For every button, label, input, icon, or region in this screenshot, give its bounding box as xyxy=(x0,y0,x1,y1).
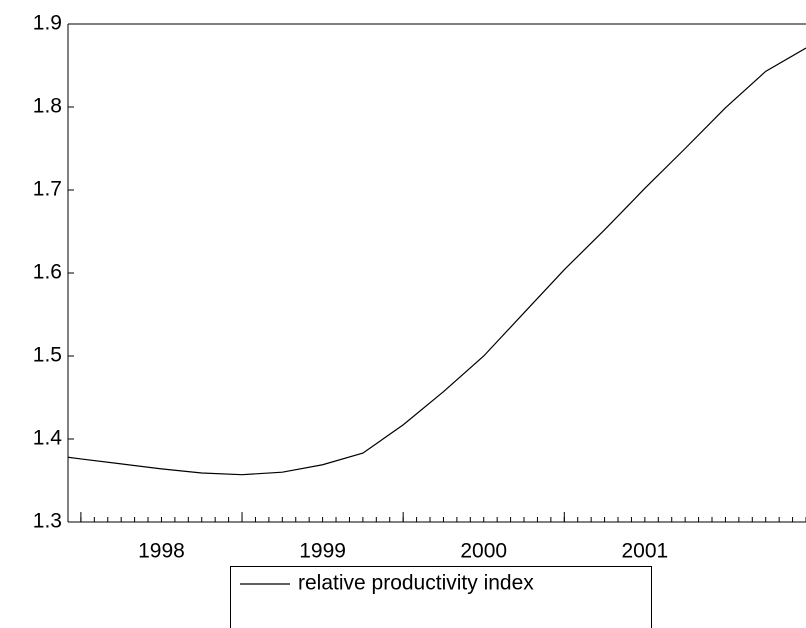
series-line xyxy=(67,47,806,476)
x-tick-label: 2000 xyxy=(460,540,507,563)
x-tick-label: 1998 xyxy=(138,540,185,563)
x-tick-label: 2001 xyxy=(622,540,669,563)
y-tick-label: 1.3 xyxy=(33,510,62,533)
y-tick-label: 1.9 xyxy=(33,12,62,35)
y-tick-label: 1.7 xyxy=(33,178,62,201)
y-tick-label: 1.4 xyxy=(33,427,63,450)
legend-label: relative productivity index xyxy=(298,572,534,595)
y-tick-label: 1.6 xyxy=(33,261,62,284)
y-tick-label: 1.8 xyxy=(33,95,62,118)
y-tick-label: 1.5 xyxy=(33,344,62,367)
legend-box xyxy=(230,566,652,628)
x-tick-label: 1999 xyxy=(299,540,346,563)
